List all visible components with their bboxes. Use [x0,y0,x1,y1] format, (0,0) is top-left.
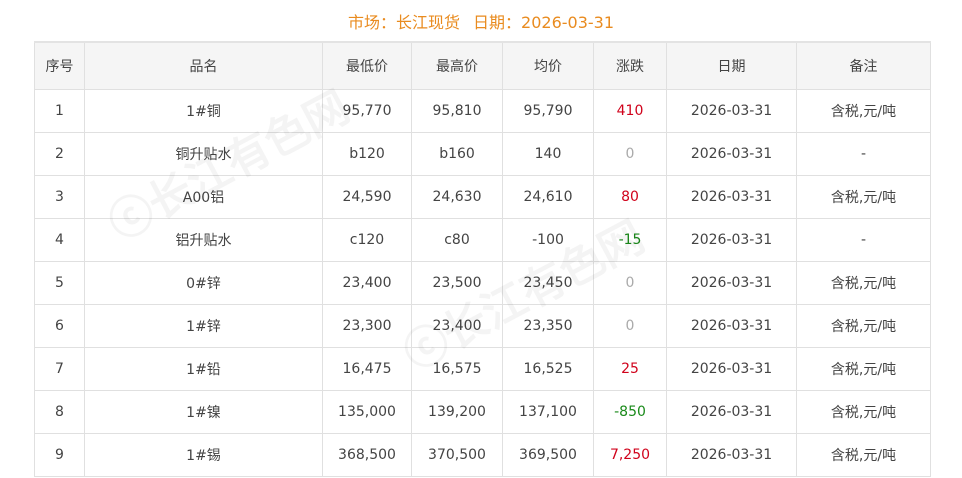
cell-date: 2026-03-31 [666,175,797,219]
cell-date: 2026-03-31 [666,433,797,477]
cell-date: 2026-03-31 [666,390,797,434]
cell-name: 0#锌 [84,261,323,305]
cell-high: 24,630 [411,175,503,219]
cell-change: 0 [593,132,667,176]
cell-no: 2 [34,132,85,176]
cell-high: 95,810 [411,89,503,133]
cell-no: 1 [34,89,85,133]
cell-avg: 95,790 [502,89,594,133]
cell-change: -850 [593,390,667,434]
cell-note: 含税,元/吨 [796,347,931,391]
cell-low: 95,770 [322,89,412,133]
cell-change: 7,250 [593,433,667,477]
cell-low: c120 [322,218,412,262]
cell-date: 2026-03-31 [666,89,797,133]
market-label: 市场：长江现货 [347,13,460,32]
cell-high: 139,200 [411,390,503,434]
column-header-low: 最低价 [322,41,412,90]
cell-no: 8 [34,390,85,434]
page-title: 市场：长江现货 日期：2026-03-31 [0,9,962,33]
cell-no: 7 [34,347,85,391]
date-label: 日期：2026-03-31 [473,13,615,32]
cell-high: 23,400 [411,304,503,348]
column-header-avg: 均价 [502,41,594,90]
cell-name: 1#镍 [84,390,323,434]
cell-note: 含税,元/吨 [796,261,931,305]
cell-avg: -100 [502,218,594,262]
cell-high: c80 [411,218,503,262]
cell-name: 1#锌 [84,304,323,348]
cell-date: 2026-03-31 [666,132,797,176]
cell-high: b160 [411,132,503,176]
cell-note: - [796,218,931,262]
price-table: 序号 品名 最低价 最高价 均价 涨跌 日期 备注 1 1#铜 95,770 95,810 95,79… [34,41,931,477]
cell-change: 0 [593,304,667,348]
table-row: 5 0#锌 23,400 23,500 23,450 0 2026-03-31 含税,元/吨 [34,261,931,305]
cell-avg: 16,525 [502,347,594,391]
table-row: 9 1#锡 368,500 370,500 369,500 7,250 2026-03-31… [34,433,931,477]
cell-low: 368,500 [322,433,412,477]
cell-no: 3 [34,175,85,219]
cell-low: 23,400 [322,261,412,305]
cell-avg: 369,500 [502,433,594,477]
cell-date: 2026-03-31 [666,218,797,262]
cell-name: 铝升贴水 [84,218,323,262]
column-header-note: 备注 [796,41,931,90]
column-header-name: 品名 [84,41,323,90]
cell-change: -15 [593,218,667,262]
cell-high: 370,500 [411,433,503,477]
cell-avg: 23,450 [502,261,594,305]
cell-low: b120 [322,132,412,176]
table-row: 7 1#铅 16,475 16,575 16,525 25 2026-03-31 含税,元/吨 [34,347,931,391]
cell-avg: 140 [502,132,594,176]
cell-no: 5 [34,261,85,305]
cell-avg: 23,350 [502,304,594,348]
cell-note: 含税,元/吨 [796,89,931,133]
cell-name: 1#锡 [84,433,323,477]
table-row: 3 A00铝 24,590 24,630 24,610 80 2026-03-31 含税,元/… [34,175,931,219]
cell-date: 2026-03-31 [666,347,797,391]
column-header-date: 日期 [666,41,797,90]
cell-date: 2026-03-31 [666,261,797,305]
cell-change: 0 [593,261,667,305]
table-row: 6 1#锌 23,300 23,400 23,350 0 2026-03-31 含税,元/吨 [34,304,931,348]
cell-note: - [796,132,931,176]
table-row: 1 1#铜 95,770 95,810 95,790 410 2026-03-31 含税,元/… [34,89,931,133]
cell-low: 24,590 [322,175,412,219]
cell-name: 1#铅 [84,347,323,391]
cell-change: 410 [593,89,667,133]
cell-no: 6 [34,304,85,348]
cell-name: A00铝 [84,175,323,219]
cell-low: 16,475 [322,347,412,391]
cell-low: 23,300 [322,304,412,348]
column-header-no: 序号 [34,41,85,90]
cell-note: 含税,元/吨 [796,433,931,477]
cell-name: 1#铜 [84,89,323,133]
cell-note: 含税,元/吨 [796,390,931,434]
column-header-high: 最高价 [411,41,503,90]
column-header-change: 涨跌 [593,41,667,90]
table-header: 序号 品名 最低价 最高价 均价 涨跌 日期 备注 [34,41,931,90]
cell-name: 铜升贴水 [84,132,323,176]
cell-no: 9 [34,433,85,477]
table-row: 4 铝升贴水 c120 c80 -100 -15 2026-03-31- [34,218,931,262]
cell-high: 23,500 [411,261,503,305]
cell-avg: 137,100 [502,390,594,434]
table-row: 2 铜升贴水 b120 b160 140 0 2026-03-31- [34,132,931,176]
cell-low: 135,000 [322,390,412,434]
cell-avg: 24,610 [502,175,594,219]
cell-note: 含税,元/吨 [796,304,931,348]
cell-change: 25 [593,347,667,391]
table-row: 8 1#镍 135,000 139,200 137,100 -850 2026-03-31 含… [34,390,931,434]
cell-date: 2026-03-31 [666,304,797,348]
cell-high: 16,575 [411,347,503,391]
cell-no: 4 [34,218,85,262]
cell-change: 80 [593,175,667,219]
cell-note: 含税,元/吨 [796,175,931,219]
